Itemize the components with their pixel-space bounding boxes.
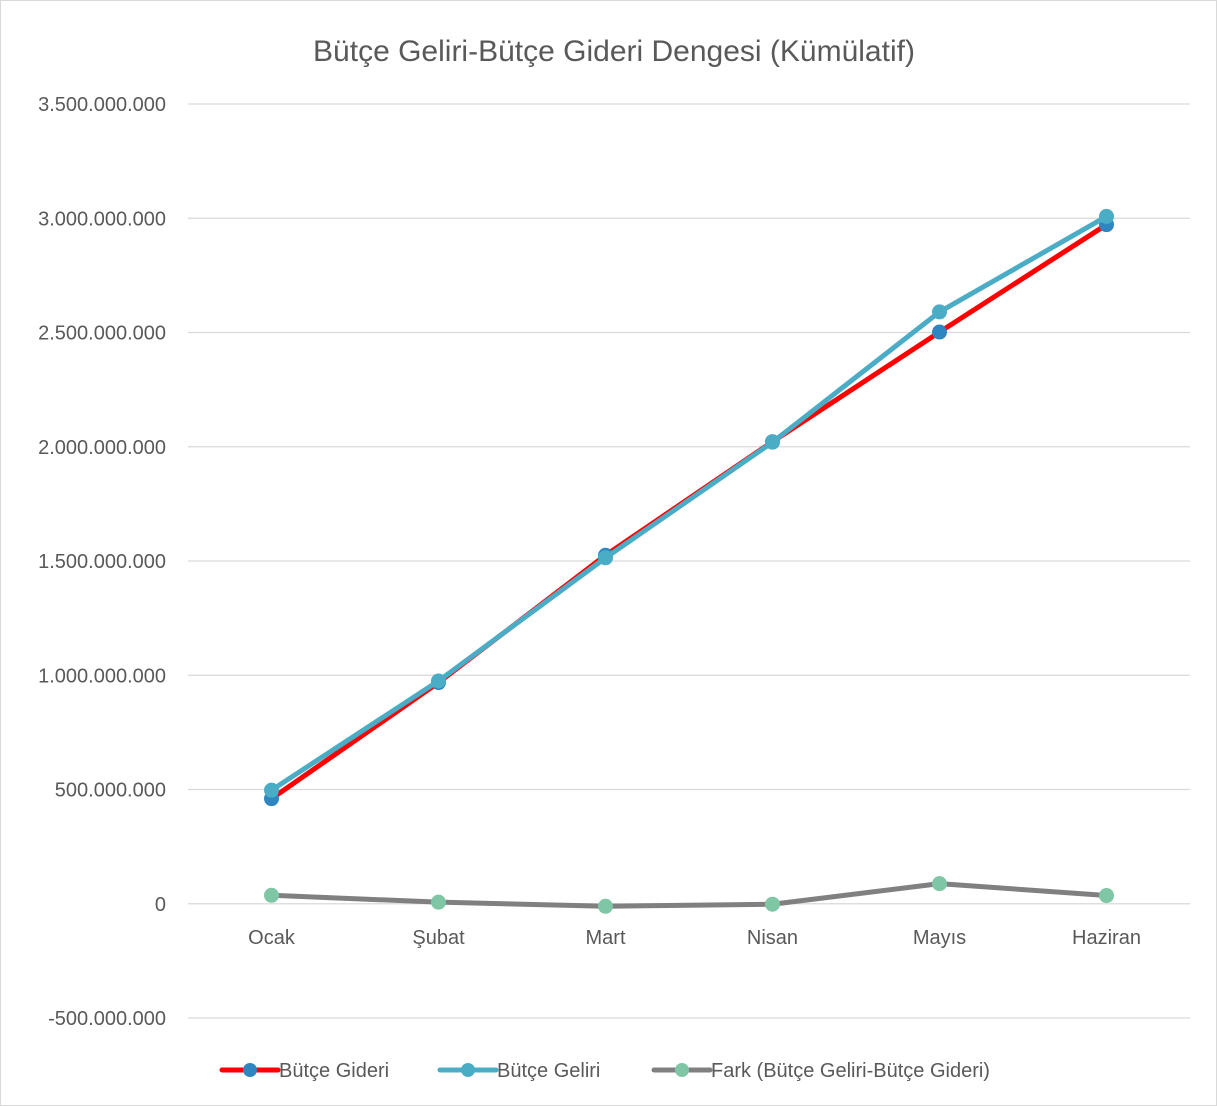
data-point xyxy=(932,324,947,340)
data-point xyxy=(264,782,279,798)
legend-item: Fark (Bütçe Geliri-Bütçe Gideri) xyxy=(651,1060,990,1082)
series-line xyxy=(269,881,1109,909)
series-line xyxy=(269,213,1109,793)
legend-marker xyxy=(675,1063,689,1077)
y-tick-label: 500.000.000 xyxy=(55,780,166,802)
y-tick-label: -500.000.000 xyxy=(48,1008,166,1030)
series-lines xyxy=(264,208,1114,914)
data-point xyxy=(765,434,780,450)
data-point xyxy=(1099,208,1114,224)
gridlines xyxy=(188,103,1190,1019)
legend-marker xyxy=(461,1063,475,1077)
x-tick-label: Mart xyxy=(586,927,626,949)
legend-marker xyxy=(243,1063,257,1077)
series-3 xyxy=(264,876,1114,914)
y-tick-label: 2.000.000.000 xyxy=(38,437,166,459)
x-tick-label: Şubat xyxy=(412,927,465,949)
data-point xyxy=(932,876,947,892)
data-point xyxy=(431,673,446,689)
series-line xyxy=(269,222,1109,802)
data-point xyxy=(932,304,947,320)
x-axis-tick-labels: Ocak Şubat Mart Nisan Mayıs Haziran xyxy=(248,927,1141,949)
legend-label: Bütçe Gideri xyxy=(279,1060,389,1082)
legend-item: Bütçe Geliri xyxy=(437,1060,600,1082)
y-tick-label: 1.500.000.000 xyxy=(38,551,166,573)
data-point xyxy=(598,550,613,566)
x-tick-label: Mayıs xyxy=(913,927,966,949)
x-tick-label: Nisan xyxy=(747,927,798,949)
data-point xyxy=(431,894,446,910)
series-1 xyxy=(264,217,1114,807)
y-tick-label: 1.000.000.000 xyxy=(38,665,166,687)
y-tick-label: 0 xyxy=(155,894,166,916)
x-tick-label: Haziran xyxy=(1072,927,1141,949)
x-tick-label: Ocak xyxy=(248,927,296,949)
y-tick-label: 2.500.000.000 xyxy=(38,323,166,345)
data-point xyxy=(598,898,613,914)
data-point xyxy=(264,887,279,903)
legend-label: Bütçe Geliri xyxy=(497,1060,600,1082)
legend-item: Bütçe Gideri xyxy=(219,1060,389,1082)
legend: Bütçe Gideri Bütçe Geliri Fark (Bütçe Geli… xyxy=(219,1060,990,1082)
y-tick-label: 3.500.000.000 xyxy=(38,94,166,116)
chart-title: Bütçe Geliri-Bütçe Gideri Dengesi (Kümül… xyxy=(313,35,915,68)
y-axis-tick-labels: -500.000.000 0 500.000.000 1.000.000.000 1.5… xyxy=(38,94,166,1030)
legend-label: Fark (Bütçe Geliri-Bütçe Gideri) xyxy=(711,1060,990,1082)
data-point xyxy=(765,896,780,912)
series-2 xyxy=(264,208,1114,798)
data-point xyxy=(1099,888,1114,904)
y-tick-label: 3.000.000.000 xyxy=(38,208,166,230)
